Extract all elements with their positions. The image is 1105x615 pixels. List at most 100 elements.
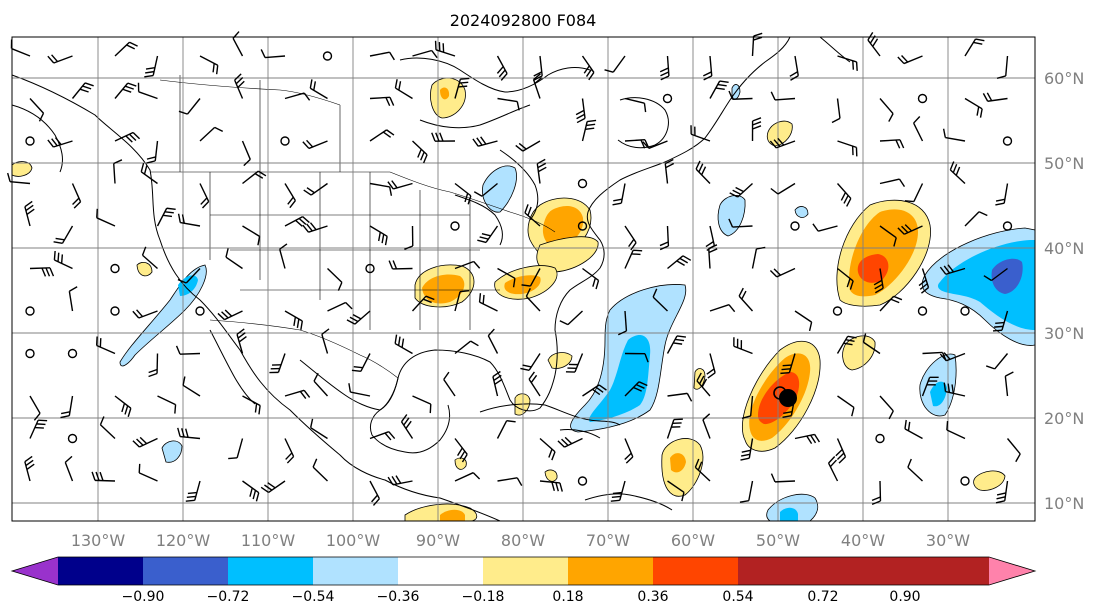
wind-barb [581,55,595,81]
wind-barb [394,79,413,100]
wind-barb [91,471,116,482]
calm-wind-marker [577,221,588,231]
wind-barb [242,225,261,246]
wind-barb [234,73,245,99]
wind-barb [177,213,201,227]
wind-barb [141,246,158,270]
wind-barb [6,172,31,185]
wind-barb [477,225,499,244]
colorbar-segment [653,557,738,585]
wind-barb [497,97,520,111]
wind-barb [770,91,796,101]
wind-barb [472,136,498,147]
colorbar-tick: 0.18 [552,589,583,605]
wind-barb [302,222,328,233]
lat-label: 60°N [1044,69,1084,88]
wind-barb [995,480,1009,504]
wind-barb [946,421,966,440]
wind-barb [404,225,414,250]
wind-barb [260,480,286,493]
wind-barb [228,438,244,460]
lon-label: 120°W [156,531,211,550]
colorbar-tick: −0.36 [377,589,420,605]
wind-barb [664,158,675,184]
lat-label: 10°N [1044,494,1084,513]
wind-barb [696,372,711,397]
wind-barb [241,140,251,167]
wind-barb [348,383,371,397]
calm-wind-marker [67,433,78,444]
calm-wind-marker [832,306,843,316]
wind-barb [694,458,711,482]
wind-barb [478,293,498,312]
wind-barb [68,286,78,312]
wind-barb [667,255,692,270]
wind-barb [146,140,159,164]
calm-wind-marker [662,93,673,104]
colorbar-tick: 0.72 [807,589,838,605]
wind-barb [913,116,924,142]
wind-barb [871,480,882,506]
calm-wind-marker [917,93,928,104]
wind-barb [309,418,328,440]
map-frame [11,36,1036,522]
wind-barb [140,162,158,185]
calm-wind-marker [577,476,588,486]
wind-barb [769,267,796,278]
calm-wind-marker [322,51,333,61]
wind-barb [581,119,597,142]
wind-barb [533,55,543,81]
wind-barb [524,204,541,227]
wind-barb [369,225,388,246]
wind-barb [738,287,754,312]
colorbar-tick: −0.54 [292,589,335,605]
shaded-fields [11,77,1036,522]
wind-barb [113,159,123,184]
lon-label: 70°W [586,531,630,550]
wind-barb [837,55,858,71]
wind-barb [156,207,176,227]
wind-barb [114,131,141,143]
lat-label: 50°N [1044,154,1084,173]
wind-barb [949,161,966,185]
colorbar-tick: 0.90 [889,589,920,605]
wind-barb [144,55,159,78]
lat-label: 40°N [1044,239,1084,258]
colorbar-segment [568,557,653,585]
wind-barb [879,178,906,187]
calm-wind-marker [365,263,375,274]
wind-barb [412,49,438,59]
wind-barb [496,55,508,81]
wind-barb [178,98,201,115]
wind-barb [53,225,74,244]
wind-barb [770,182,796,195]
wind-barb [47,54,73,64]
wind-barb [666,418,683,439]
wind-barb [327,267,343,291]
wind-barb [217,309,243,321]
wind-barb [939,352,966,362]
wind-barb [769,137,796,149]
wind-barb [624,225,637,251]
wind-barb [487,328,499,354]
wind-barb [369,51,395,61]
wind-barb [706,353,716,379]
wind-barb [624,97,647,113]
wind-barb [400,414,414,439]
wind-barb [835,438,847,464]
wind-barb [879,225,897,247]
wind-barb [539,480,563,492]
wind-barb [309,79,328,100]
storm-center-marker [773,386,797,407]
wind-barb [879,139,905,149]
wind-barb [351,353,371,372]
wind-barb [443,371,456,397]
coastlines [11,36,851,522]
wind-barb [836,335,857,354]
wind-barb [770,473,796,483]
calm-wind-marker [917,306,928,316]
lon-label: 130°W [71,531,126,550]
wind-barb [690,125,711,142]
wind-barb [728,218,753,228]
